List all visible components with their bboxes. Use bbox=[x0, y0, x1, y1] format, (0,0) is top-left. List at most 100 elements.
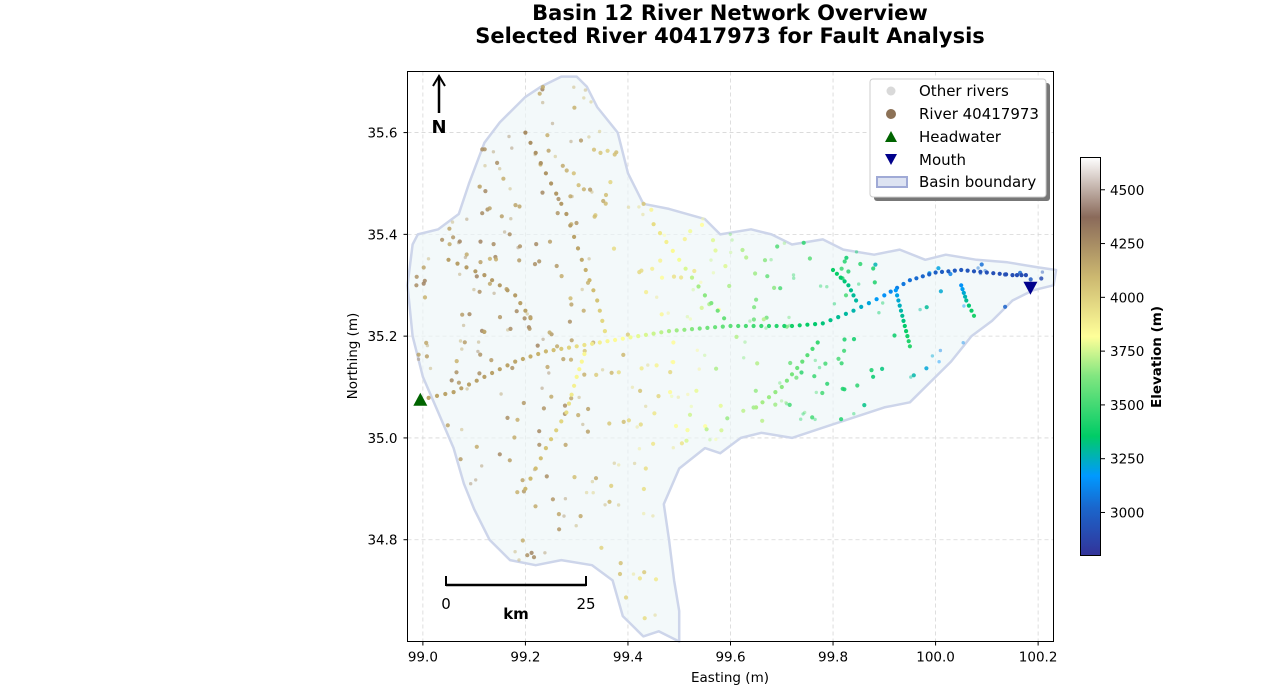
river-node bbox=[871, 374, 876, 379]
river-node bbox=[637, 205, 641, 209]
selected-river-node bbox=[789, 323, 795, 329]
river-node bbox=[574, 220, 579, 226]
river-node bbox=[522, 316, 527, 321]
river-node bbox=[694, 388, 699, 393]
headwater-marker-icon bbox=[413, 392, 428, 406]
selected-river-node bbox=[782, 323, 787, 329]
selected-river-node bbox=[851, 293, 856, 298]
river-node bbox=[421, 265, 426, 270]
river-node bbox=[591, 491, 595, 495]
selected-river-node bbox=[964, 298, 969, 303]
river-node bbox=[515, 490, 520, 495]
river-node bbox=[534, 242, 539, 247]
selected-river-node bbox=[965, 268, 970, 273]
river-node bbox=[545, 364, 550, 370]
river-node bbox=[545, 133, 550, 138]
river-node bbox=[474, 274, 479, 279]
river-node bbox=[643, 466, 648, 471]
north-arrow-head-icon bbox=[432, 74, 446, 87]
selected-river-node bbox=[743, 323, 749, 329]
selected-river-node bbox=[613, 337, 618, 343]
river-node bbox=[728, 232, 732, 236]
river-node bbox=[569, 302, 574, 307]
legend-marker-mouth-icon bbox=[885, 154, 897, 165]
selected-river-node bbox=[896, 298, 901, 303]
selected-river-node bbox=[759, 323, 764, 329]
selected-river-node bbox=[569, 392, 574, 397]
selected-river-node bbox=[820, 321, 825, 326]
selected-river-node bbox=[579, 257, 584, 262]
river-node bbox=[478, 352, 483, 357]
selected-river-node bbox=[677, 257, 682, 262]
river-node bbox=[704, 427, 709, 432]
river-node bbox=[585, 429, 591, 434]
river-node bbox=[497, 315, 503, 320]
selected-river-node bbox=[959, 267, 964, 273]
river-node bbox=[460, 347, 464, 351]
selected-river-node bbox=[842, 279, 847, 284]
river-node bbox=[492, 291, 496, 295]
river-node bbox=[458, 339, 463, 343]
river-node bbox=[588, 187, 593, 192]
river-node bbox=[801, 240, 806, 245]
river-node bbox=[521, 400, 526, 406]
selected-river-node bbox=[766, 395, 772, 400]
selected-river-node bbox=[595, 298, 600, 303]
legend-marker-basin bbox=[876, 176, 908, 188]
river-node bbox=[540, 84, 546, 90]
selected-river-node bbox=[670, 248, 675, 253]
river-node bbox=[842, 259, 847, 264]
river-node bbox=[517, 258, 522, 263]
selected-river-node bbox=[810, 346, 815, 351]
river-node bbox=[668, 370, 673, 375]
river-node bbox=[656, 394, 661, 399]
x-tick-label: 99.4 bbox=[613, 650, 643, 666]
river-node bbox=[765, 274, 770, 279]
mouth-marker-icon bbox=[1023, 281, 1038, 295]
selected-river-node bbox=[559, 201, 564, 206]
river-node bbox=[725, 416, 730, 421]
selected-river-node bbox=[906, 339, 911, 344]
river-node bbox=[517, 558, 521, 562]
selected-river-node bbox=[907, 344, 913, 349]
selected-river-node bbox=[696, 284, 701, 289]
river-node bbox=[580, 287, 584, 292]
river-node bbox=[572, 475, 577, 480]
river-node bbox=[556, 511, 562, 517]
river-node bbox=[688, 317, 692, 321]
selected-river-node bbox=[893, 288, 898, 293]
selected-river-node bbox=[543, 446, 549, 451]
river-node bbox=[924, 305, 929, 310]
river-node bbox=[603, 192, 609, 198]
river-node bbox=[616, 370, 621, 375]
river-node bbox=[695, 348, 699, 352]
river-node bbox=[877, 311, 881, 315]
river-node bbox=[654, 363, 659, 368]
scale-bar: 0 25 km bbox=[441, 576, 596, 623]
river-node bbox=[679, 441, 685, 446]
river-node bbox=[871, 266, 876, 271]
river-node bbox=[598, 150, 603, 155]
river-node bbox=[671, 446, 675, 450]
river-node bbox=[617, 571, 623, 577]
river-node bbox=[703, 353, 707, 357]
selected-river-node bbox=[451, 390, 456, 395]
river-node bbox=[477, 184, 482, 189]
selected-river-node bbox=[966, 303, 972, 308]
river-node bbox=[462, 340, 467, 345]
river-node bbox=[498, 167, 502, 171]
selected-river-node bbox=[572, 234, 577, 239]
selected-river-node bbox=[900, 313, 905, 318]
river-node bbox=[784, 400, 788, 405]
river-node bbox=[578, 138, 584, 143]
river-node bbox=[687, 412, 693, 417]
selected-river-node bbox=[513, 293, 518, 298]
selected-river-node bbox=[779, 384, 784, 390]
river-node bbox=[799, 417, 803, 421]
river-node bbox=[881, 301, 885, 305]
selected-river-node bbox=[805, 353, 810, 358]
river-node bbox=[611, 246, 617, 251]
river-node bbox=[491, 242, 496, 247]
river-node bbox=[799, 370, 804, 375]
